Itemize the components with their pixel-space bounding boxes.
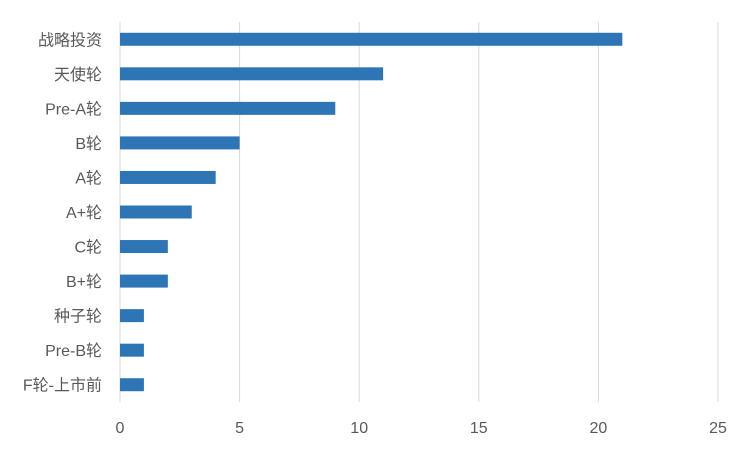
bar-7 (120, 274, 168, 288)
category-label: A+轮 (66, 204, 102, 222)
bar-9 (120, 343, 144, 357)
x-tick-label: 10 (350, 420, 368, 437)
category-label: B+轮 (66, 273, 102, 291)
bar-4 (120, 170, 216, 184)
category-label: Pre-A轮 (45, 100, 102, 118)
x-tick-labels: 0 5 10 15 20 25 (116, 420, 727, 437)
bar-2 (120, 101, 336, 115)
x-tick-label: 25 (709, 420, 727, 437)
gridlines (119, 22, 719, 402)
x-tick-label: 20 (590, 420, 608, 437)
bar-10 (120, 378, 144, 392)
bar-1 (120, 67, 384, 81)
category-label: 种子轮 (54, 308, 102, 326)
category-label: F轮-上市前 (23, 377, 102, 395)
category-label: A轮 (75, 169, 102, 187)
bars (120, 32, 623, 392)
x-tick-label: 15 (470, 420, 488, 437)
category-label: C轮 (74, 239, 102, 257)
bar-0 (120, 32, 623, 46)
bar-6 (120, 240, 168, 254)
bar-8 (120, 309, 144, 323)
bar-3 (120, 136, 240, 150)
x-tick-label: 0 (116, 420, 125, 437)
bar-5 (120, 205, 192, 219)
category-label: B轮 (75, 135, 102, 153)
category-label: 天使轮 (54, 66, 102, 84)
category-label: Pre-B轮 (45, 342, 102, 360)
x-tick-label: 5 (235, 420, 244, 437)
category-label: 战略投资 (38, 31, 102, 49)
